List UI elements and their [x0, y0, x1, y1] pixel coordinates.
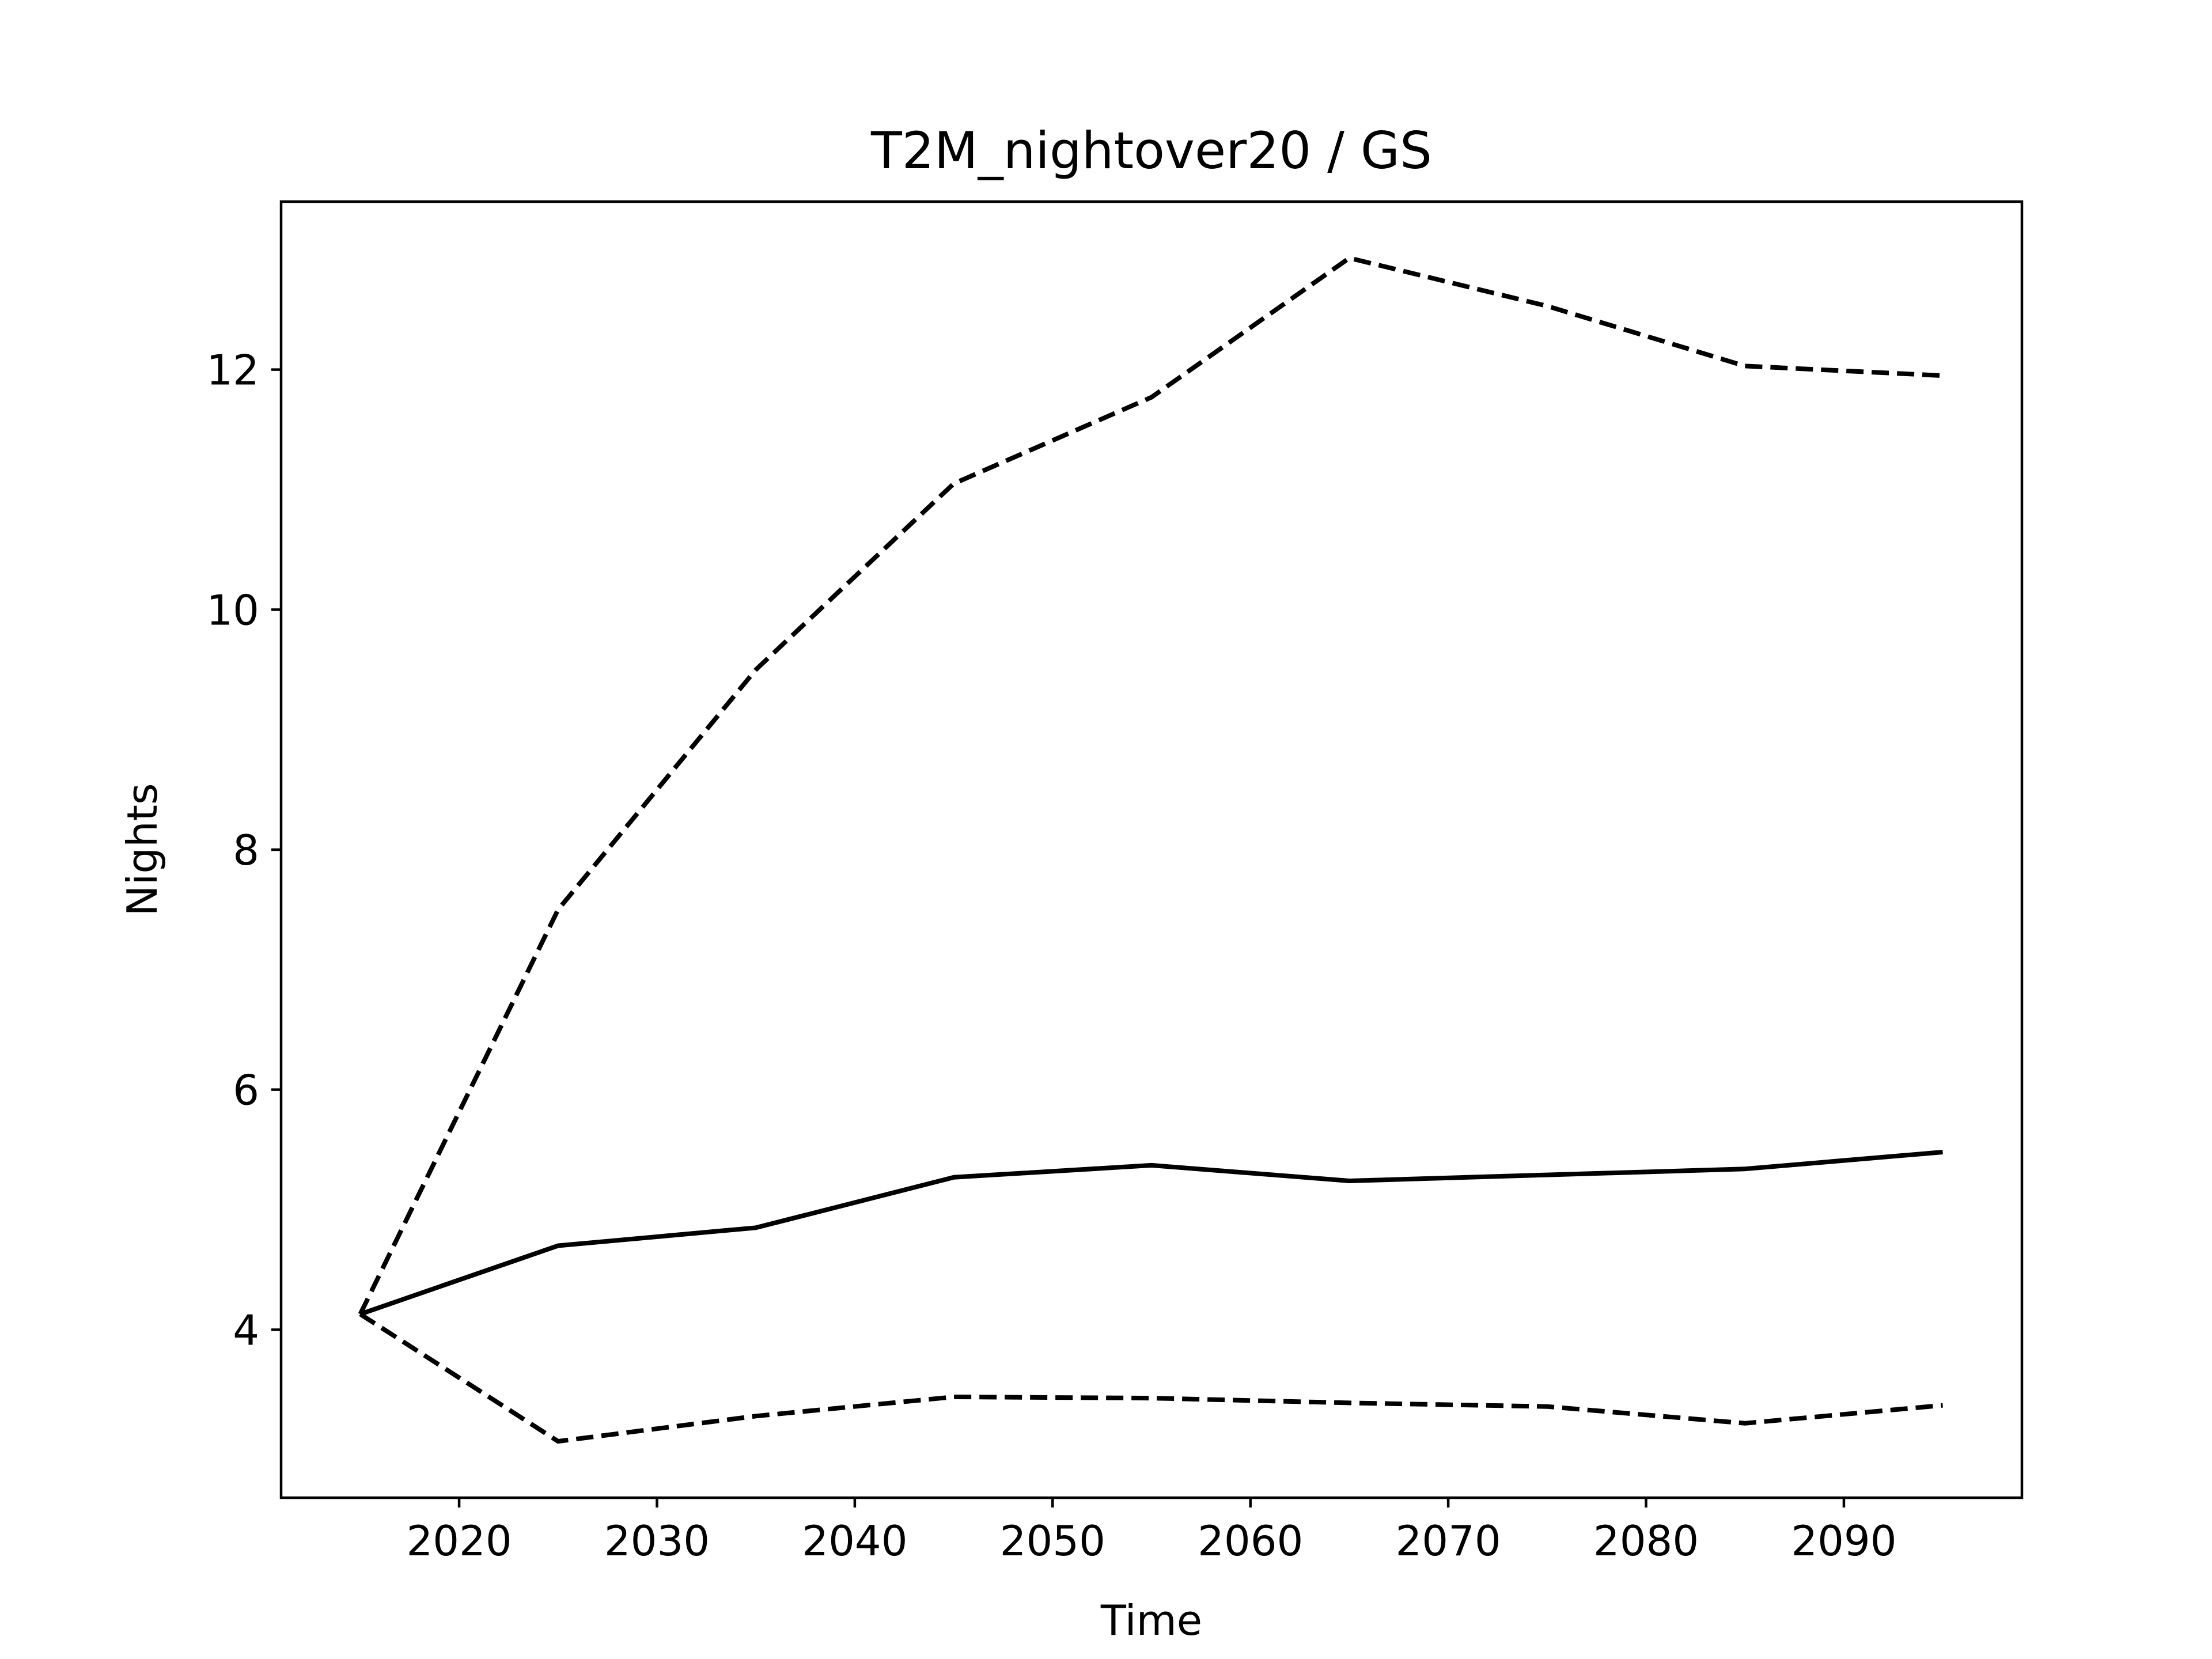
x-tick-label: 2070: [1395, 1517, 1501, 1565]
series-line-3: [359, 1312, 1943, 1444]
x-axis-ticks: 2020 2030 2040 2050 2060 2070 2080 2090: [406, 1498, 1897, 1565]
y-axis-label: Nights: [118, 783, 166, 916]
x-tick-label: 2020: [406, 1517, 512, 1565]
x-tick-label: 2090: [1791, 1517, 1896, 1565]
y-tick-label: 10: [206, 586, 259, 634]
y-tick-label: 8: [233, 826, 259, 874]
series-layer: [358, 255, 1943, 1444]
series-line-2: [359, 1150, 1943, 1317]
series-line-1: [358, 255, 1943, 1316]
x-tick-label: 2040: [802, 1517, 907, 1565]
y-axis-ticks: 4 6 8 10 12: [206, 346, 281, 1354]
y-tick-label: 12: [206, 346, 259, 395]
chart-title: T2M_nightover20 / GS: [870, 121, 1432, 180]
x-tick-label: 2060: [1198, 1517, 1303, 1565]
y-tick-label: 6: [233, 1066, 259, 1115]
x-tick-label: 2030: [604, 1517, 710, 1565]
x-axis-label: Time: [1100, 1596, 1202, 1645]
x-tick-label: 2050: [1000, 1517, 1105, 1565]
x-tick-label: 2080: [1593, 1517, 1699, 1565]
y-tick-label: 4: [233, 1306, 259, 1354]
